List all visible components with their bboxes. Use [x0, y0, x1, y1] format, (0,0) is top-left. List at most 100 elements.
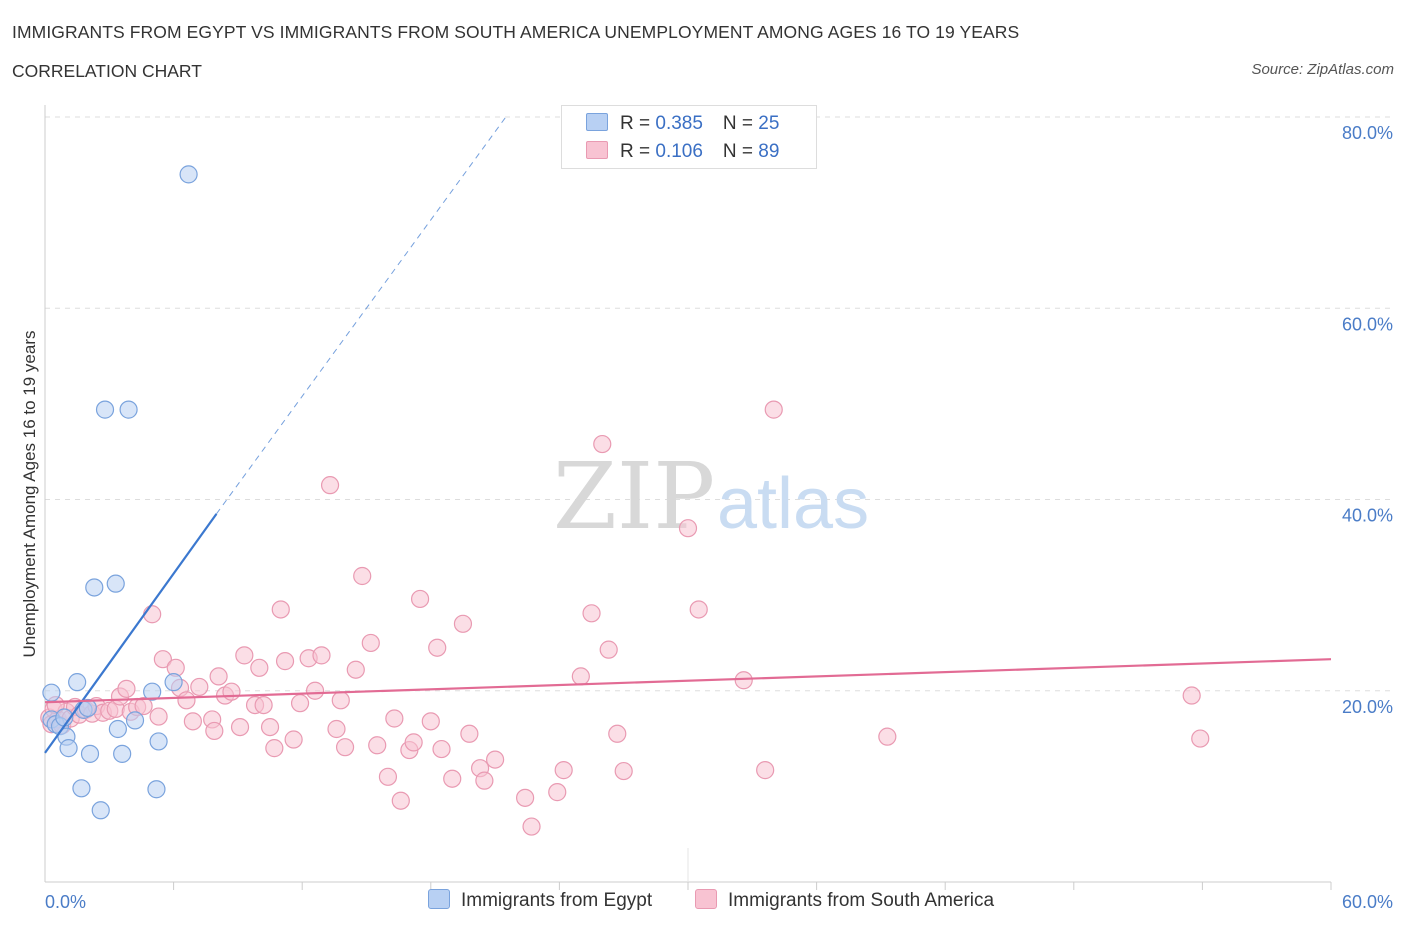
south-america-point: [1191, 729, 1210, 748]
chart-subtitle: CORRELATION CHART: [12, 61, 202, 81]
egypt-point: [42, 683, 61, 702]
south-america-point: [346, 660, 365, 679]
south-america-point: [764, 400, 783, 419]
y-tick-label-60: 60.0%: [1342, 314, 1393, 334]
south-america-point: [275, 652, 295, 671]
south-america-point: [443, 769, 462, 788]
sa-n-value: 89: [758, 141, 780, 162]
egypt-point: [80, 744, 100, 763]
south-america-point: [734, 671, 753, 690]
south-america-point: [177, 691, 196, 710]
trend-lines: [44, 116, 1332, 754]
y-tick-labels: 20.0% 40.0% 60.0% 80.0%: [1342, 123, 1393, 717]
south-america-point: [689, 600, 708, 619]
y-axis-title: Unemployment Among Ages 16 to 19 years: [20, 331, 39, 658]
south-america-point: [453, 614, 473, 633]
south-america-point: [475, 771, 494, 790]
south-america-point: [312, 646, 331, 665]
south-america-point: [134, 696, 153, 716]
south-america-point: [678, 519, 698, 538]
gridlines: [45, 116, 1393, 692]
south-america-point: [260, 717, 280, 737]
south-america-point: [117, 679, 136, 698]
x-tick-label-max: 60.0%: [1342, 892, 1393, 912]
south-america-point: [149, 707, 168, 726]
south-america-trend-line: [44, 658, 1332, 704]
south-america-point: [254, 695, 273, 715]
x-tick-label-min: 0.0%: [45, 892, 86, 912]
stats-legend: R = 0.385 N = 25 R = 0.106 N = 89: [561, 105, 817, 169]
bottom-legend-egypt: Immigrants from Egypt: [428, 889, 652, 912]
south-america-point: [582, 604, 601, 623]
legend-row-south-america: R = 0.106 N = 89: [586, 141, 779, 163]
south-america-point: [432, 739, 451, 759]
watermark-atlas: atlas: [717, 464, 869, 544]
egypt-point: [106, 574, 125, 593]
bottom-legend-south-america: Immigrants from South America: [695, 889, 994, 912]
south-america-point: [190, 677, 209, 697]
south-america-point: [571, 667, 590, 686]
egypt-n-value: 25: [758, 113, 780, 134]
south-america-point: [368, 736, 387, 755]
south-america-point: [353, 566, 372, 586]
bottom-egypt-swatch: [428, 889, 450, 909]
south-america-point: [271, 600, 290, 619]
egypt-point: [113, 744, 132, 763]
egypt-point: [91, 801, 110, 820]
south-america-point: [250, 658, 269, 677]
south-america-point: [305, 681, 325, 700]
south-america-point: [404, 733, 423, 752]
egypt-trend-line: [44, 513, 218, 754]
south-america-point: [614, 761, 633, 781]
south-america-point: [284, 730, 303, 749]
south-america-point: [235, 646, 254, 665]
x-tick-marks: [173, 848, 1332, 890]
south-america-point: [460, 724, 479, 743]
south-america-point: [522, 817, 541, 836]
south-america-point: [335, 738, 355, 757]
south-america-point: [486, 750, 505, 769]
south-america-point: [593, 434, 612, 454]
south-america-point: [756, 761, 775, 780]
south-america-point: [230, 717, 250, 737]
south-america-swatch: [586, 141, 608, 159]
south-america-point: [327, 719, 346, 739]
egypt-point: [125, 711, 145, 730]
egypt-point: [108, 719, 127, 739]
south-america-point: [599, 640, 618, 659]
south-america-point: [428, 638, 447, 657]
south-america-point: [878, 727, 897, 746]
south-america-point: [320, 476, 340, 495]
south-america-point: [554, 761, 573, 780]
egypt-swatch: [586, 113, 608, 131]
south-america-point: [516, 788, 535, 807]
south-america-point: [331, 691, 350, 710]
egypt-point: [119, 400, 138, 419]
egypt-point: [59, 739, 78, 758]
egypt-point: [85, 578, 104, 597]
legend-row-egypt: R = 0.385 N = 25: [586, 113, 779, 135]
egypt-point: [149, 732, 168, 751]
y-tick-label-80: 80.0%: [1342, 123, 1393, 143]
south-america-point: [209, 667, 228, 686]
egypt-point: [179, 165, 198, 184]
source-label: Source: ZipAtlas.com: [1251, 61, 1394, 78]
y-tick-label-40: 40.0%: [1342, 506, 1393, 526]
south-america-point: [265, 739, 284, 758]
south-america-point: [378, 767, 398, 786]
south-america-point: [143, 605, 162, 624]
egypt-point: [68, 673, 87, 692]
south-america-point: [1182, 686, 1201, 705]
chart-title: IMMIGRANTS FROM EGYPT VS IMMIGRANTS FROM…: [12, 22, 1020, 42]
south-america-points: [40, 400, 1210, 836]
egypt-point: [147, 780, 166, 799]
egypt-point: [143, 682, 162, 701]
south-america-point: [361, 633, 380, 653]
egypt-r-value: 0.385: [655, 113, 703, 134]
south-america-point: [290, 694, 310, 713]
south-america-point: [222, 682, 241, 701]
south-america-point: [548, 783, 567, 802]
egypt-point: [95, 400, 115, 419]
south-america-point: [410, 589, 430, 609]
